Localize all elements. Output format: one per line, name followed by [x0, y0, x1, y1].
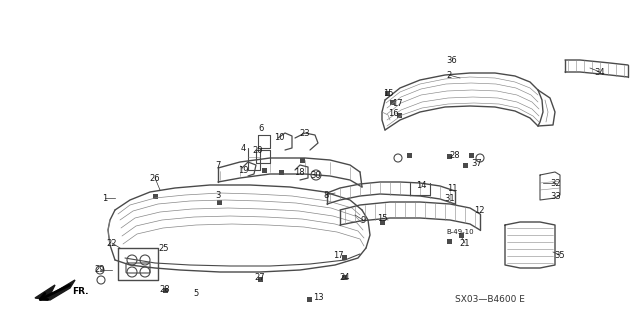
- Bar: [343, 254, 348, 260]
- Text: 19: 19: [238, 165, 248, 174]
- Text: SX03—B4600 E: SX03—B4600 E: [455, 294, 525, 303]
- Text: 1: 1: [103, 194, 108, 203]
- Text: 36: 36: [447, 55, 457, 65]
- Bar: [301, 157, 306, 163]
- Text: 26: 26: [150, 173, 161, 182]
- Bar: [385, 91, 390, 95]
- Text: 34: 34: [595, 68, 605, 76]
- Text: 8: 8: [324, 190, 329, 199]
- Bar: [259, 276, 264, 282]
- Text: 33: 33: [550, 191, 561, 201]
- Bar: [262, 167, 268, 172]
- Text: 17: 17: [333, 251, 343, 260]
- Text: 20: 20: [253, 146, 263, 155]
- Text: 21: 21: [460, 238, 470, 247]
- Text: 31: 31: [445, 194, 455, 203]
- Bar: [152, 194, 157, 198]
- Bar: [397, 113, 403, 117]
- Bar: [448, 238, 452, 244]
- Text: 35: 35: [555, 251, 565, 260]
- Text: 23: 23: [299, 129, 310, 138]
- Bar: [464, 163, 468, 167]
- Text: 18: 18: [294, 167, 304, 177]
- Text: 10: 10: [274, 132, 284, 141]
- Bar: [469, 153, 475, 157]
- Bar: [308, 297, 313, 301]
- Bar: [390, 100, 396, 105]
- Bar: [380, 220, 385, 225]
- Text: 25: 25: [159, 244, 169, 252]
- Text: 12: 12: [474, 205, 484, 214]
- Bar: [408, 153, 413, 157]
- Text: B-49-10: B-49-10: [446, 229, 474, 235]
- Text: 9: 9: [361, 215, 366, 225]
- Text: 4: 4: [240, 143, 246, 153]
- Text: 13: 13: [313, 293, 324, 302]
- Text: 27: 27: [255, 274, 266, 283]
- Text: 22: 22: [107, 238, 117, 247]
- Text: 30: 30: [311, 171, 321, 180]
- Bar: [280, 170, 285, 174]
- Text: 11: 11: [447, 183, 457, 193]
- Text: FR.: FR.: [72, 286, 89, 295]
- Text: 2: 2: [447, 70, 452, 79]
- Text: 7: 7: [215, 161, 220, 170]
- Text: 15: 15: [376, 213, 387, 222]
- Text: 28: 28: [160, 285, 170, 294]
- Bar: [459, 233, 464, 237]
- Text: 3: 3: [215, 190, 220, 199]
- Bar: [448, 154, 452, 158]
- Bar: [343, 275, 348, 279]
- Text: 17: 17: [392, 99, 403, 108]
- Text: 6: 6: [259, 124, 264, 132]
- Text: 24: 24: [340, 273, 350, 282]
- Text: 16: 16: [388, 108, 398, 117]
- Text: 15: 15: [383, 89, 393, 98]
- Bar: [217, 199, 222, 204]
- Text: 37: 37: [471, 158, 482, 167]
- Polygon shape: [35, 280, 75, 300]
- Text: 5: 5: [194, 289, 199, 298]
- Text: 29: 29: [95, 266, 105, 275]
- Text: 28: 28: [450, 150, 461, 159]
- Text: 32: 32: [551, 179, 561, 188]
- Bar: [162, 287, 168, 292]
- Text: 14: 14: [416, 180, 426, 189]
